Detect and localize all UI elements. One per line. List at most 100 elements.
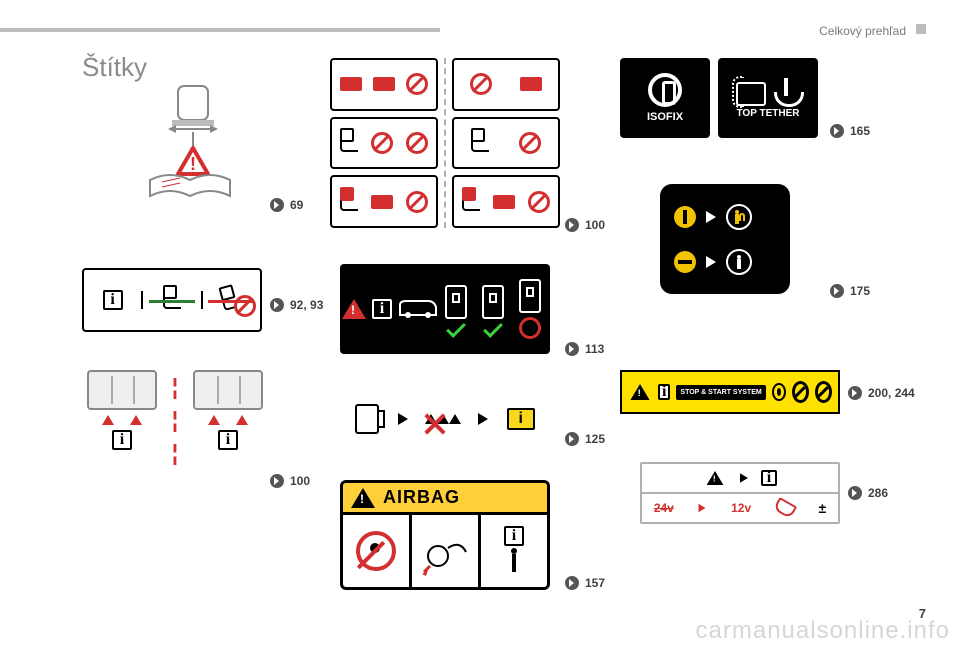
seat-icon <box>462 193 480 211</box>
child-locked-icon <box>726 204 752 230</box>
ref-seat-grid: 100 <box>565 218 605 232</box>
manual-icon <box>103 290 123 310</box>
label-isofix: ISOFIX <box>620 58 710 138</box>
header-marker <box>916 24 926 34</box>
ref-icon <box>830 124 844 138</box>
bench-seat-icon <box>193 370 263 410</box>
seat-icon <box>340 193 358 211</box>
label-seat-adjust <box>82 268 262 332</box>
ref-seat-adjust: 92, 93 <box>270 298 323 312</box>
divider <box>444 58 446 228</box>
warning-icon <box>707 471 724 485</box>
ref-isofix: 165 <box>830 124 870 138</box>
anchor-icon <box>772 78 800 106</box>
prohibit-icon <box>406 132 428 154</box>
cross-icon <box>422 409 448 435</box>
tether-seat-icon <box>736 82 766 106</box>
tether-text: TOP TETHER <box>737 108 800 119</box>
ref-icon <box>565 576 579 590</box>
ref-towing: 69 <box>270 198 303 212</box>
ref-text: 157 <box>585 576 605 590</box>
watermark: carmanualsonline.info <box>696 617 950 645</box>
arrow-up-icon <box>102 415 114 425</box>
warning-icon <box>630 384 649 400</box>
ref-childlock: 175 <box>830 284 870 298</box>
arrow-up-icon <box>208 415 220 425</box>
label-fuel <box>340 390 550 448</box>
jumper-clamp-icon <box>773 497 797 519</box>
hand-point-icon <box>503 548 525 576</box>
van-icon <box>398 297 438 321</box>
label-top-tether: TOP TETHER <box>718 58 818 138</box>
label-towing: ! <box>120 82 260 202</box>
child-seat-prohibit-icon <box>356 531 396 571</box>
ref-voltage: 286 <box>848 486 888 500</box>
prohibit-icon <box>519 317 541 339</box>
buckle-icon <box>445 285 467 319</box>
section-header: Celkový prehľad <box>819 24 906 38</box>
ref-fuel: 125 <box>565 432 605 446</box>
isofix-icon <box>648 73 682 107</box>
voltage-wrong: 24v <box>654 501 674 515</box>
isofix-text: ISOFIX <box>647 111 683 123</box>
label-bench: ¦¦¦ <box>80 370 270 470</box>
warning-icon <box>351 488 375 508</box>
arrow-icon <box>706 211 716 223</box>
label-airbag: AIRBAG <box>340 480 550 590</box>
buckle-icon <box>482 285 504 319</box>
arrow-icon <box>398 413 408 425</box>
no-tow-icon <box>792 381 809 403</box>
airbag-deploy-icon <box>420 526 470 576</box>
seat-icon <box>340 134 358 152</box>
label-seatbelt <box>340 264 550 354</box>
ref-text: 100 <box>585 218 605 232</box>
manual-icon <box>372 299 392 319</box>
fuel-pump-icon <box>355 404 379 434</box>
arrow-up-icon <box>130 415 142 425</box>
seat-icon <box>471 134 489 152</box>
ref-icon <box>848 486 862 500</box>
manual-icon <box>761 470 777 486</box>
person-icon <box>726 249 752 275</box>
manual-icon <box>218 430 238 450</box>
airbag-text: AIRBAG <box>383 487 460 508</box>
check-icon <box>483 318 503 338</box>
ref-icon <box>565 342 579 356</box>
ref-text: 286 <box>868 486 888 500</box>
ref-icon <box>848 386 862 400</box>
ref-text: 165 <box>850 124 870 138</box>
manual-icon <box>112 430 132 450</box>
stop-start-text: STOP & START SYSTEM <box>676 385 765 400</box>
top-rule <box>0 28 440 32</box>
manual-yellow-icon <box>507 408 535 430</box>
ref-text: 125 <box>585 432 605 446</box>
ref-stopstart: 200, 244 <box>848 386 915 400</box>
prohibit-icon <box>371 132 393 154</box>
voltage-correct: 12v <box>731 501 751 515</box>
ref-text: 200, 244 <box>868 386 915 400</box>
buckle-icon <box>519 279 541 313</box>
no-push-icon <box>815 381 832 403</box>
prohibit-icon <box>528 191 550 213</box>
bad-line <box>208 300 254 303</box>
ref-text: 113 <box>585 342 604 356</box>
manual-icon <box>504 526 524 546</box>
ref-icon <box>830 284 844 298</box>
ref-text: 100 <box>290 474 310 488</box>
ref-bench: 100 <box>270 474 310 488</box>
prohibit-icon <box>406 73 428 95</box>
warning-icon <box>342 299 366 319</box>
label-child-lock <box>660 184 790 294</box>
arrow-up-icon <box>449 414 461 424</box>
ref-icon <box>270 298 284 312</box>
page-title: Štítky <box>82 52 147 83</box>
label-voltage: 24v 12v ± <box>640 462 840 524</box>
ref-text: 69 <box>290 198 303 212</box>
arrow-icon <box>706 256 716 268</box>
ref-icon <box>270 198 284 212</box>
arrow-up-icon <box>236 415 248 425</box>
arrow-icon <box>699 504 706 512</box>
ref-text: 175 <box>850 284 870 298</box>
ref-icon <box>565 432 579 446</box>
ok-line <box>149 300 195 303</box>
